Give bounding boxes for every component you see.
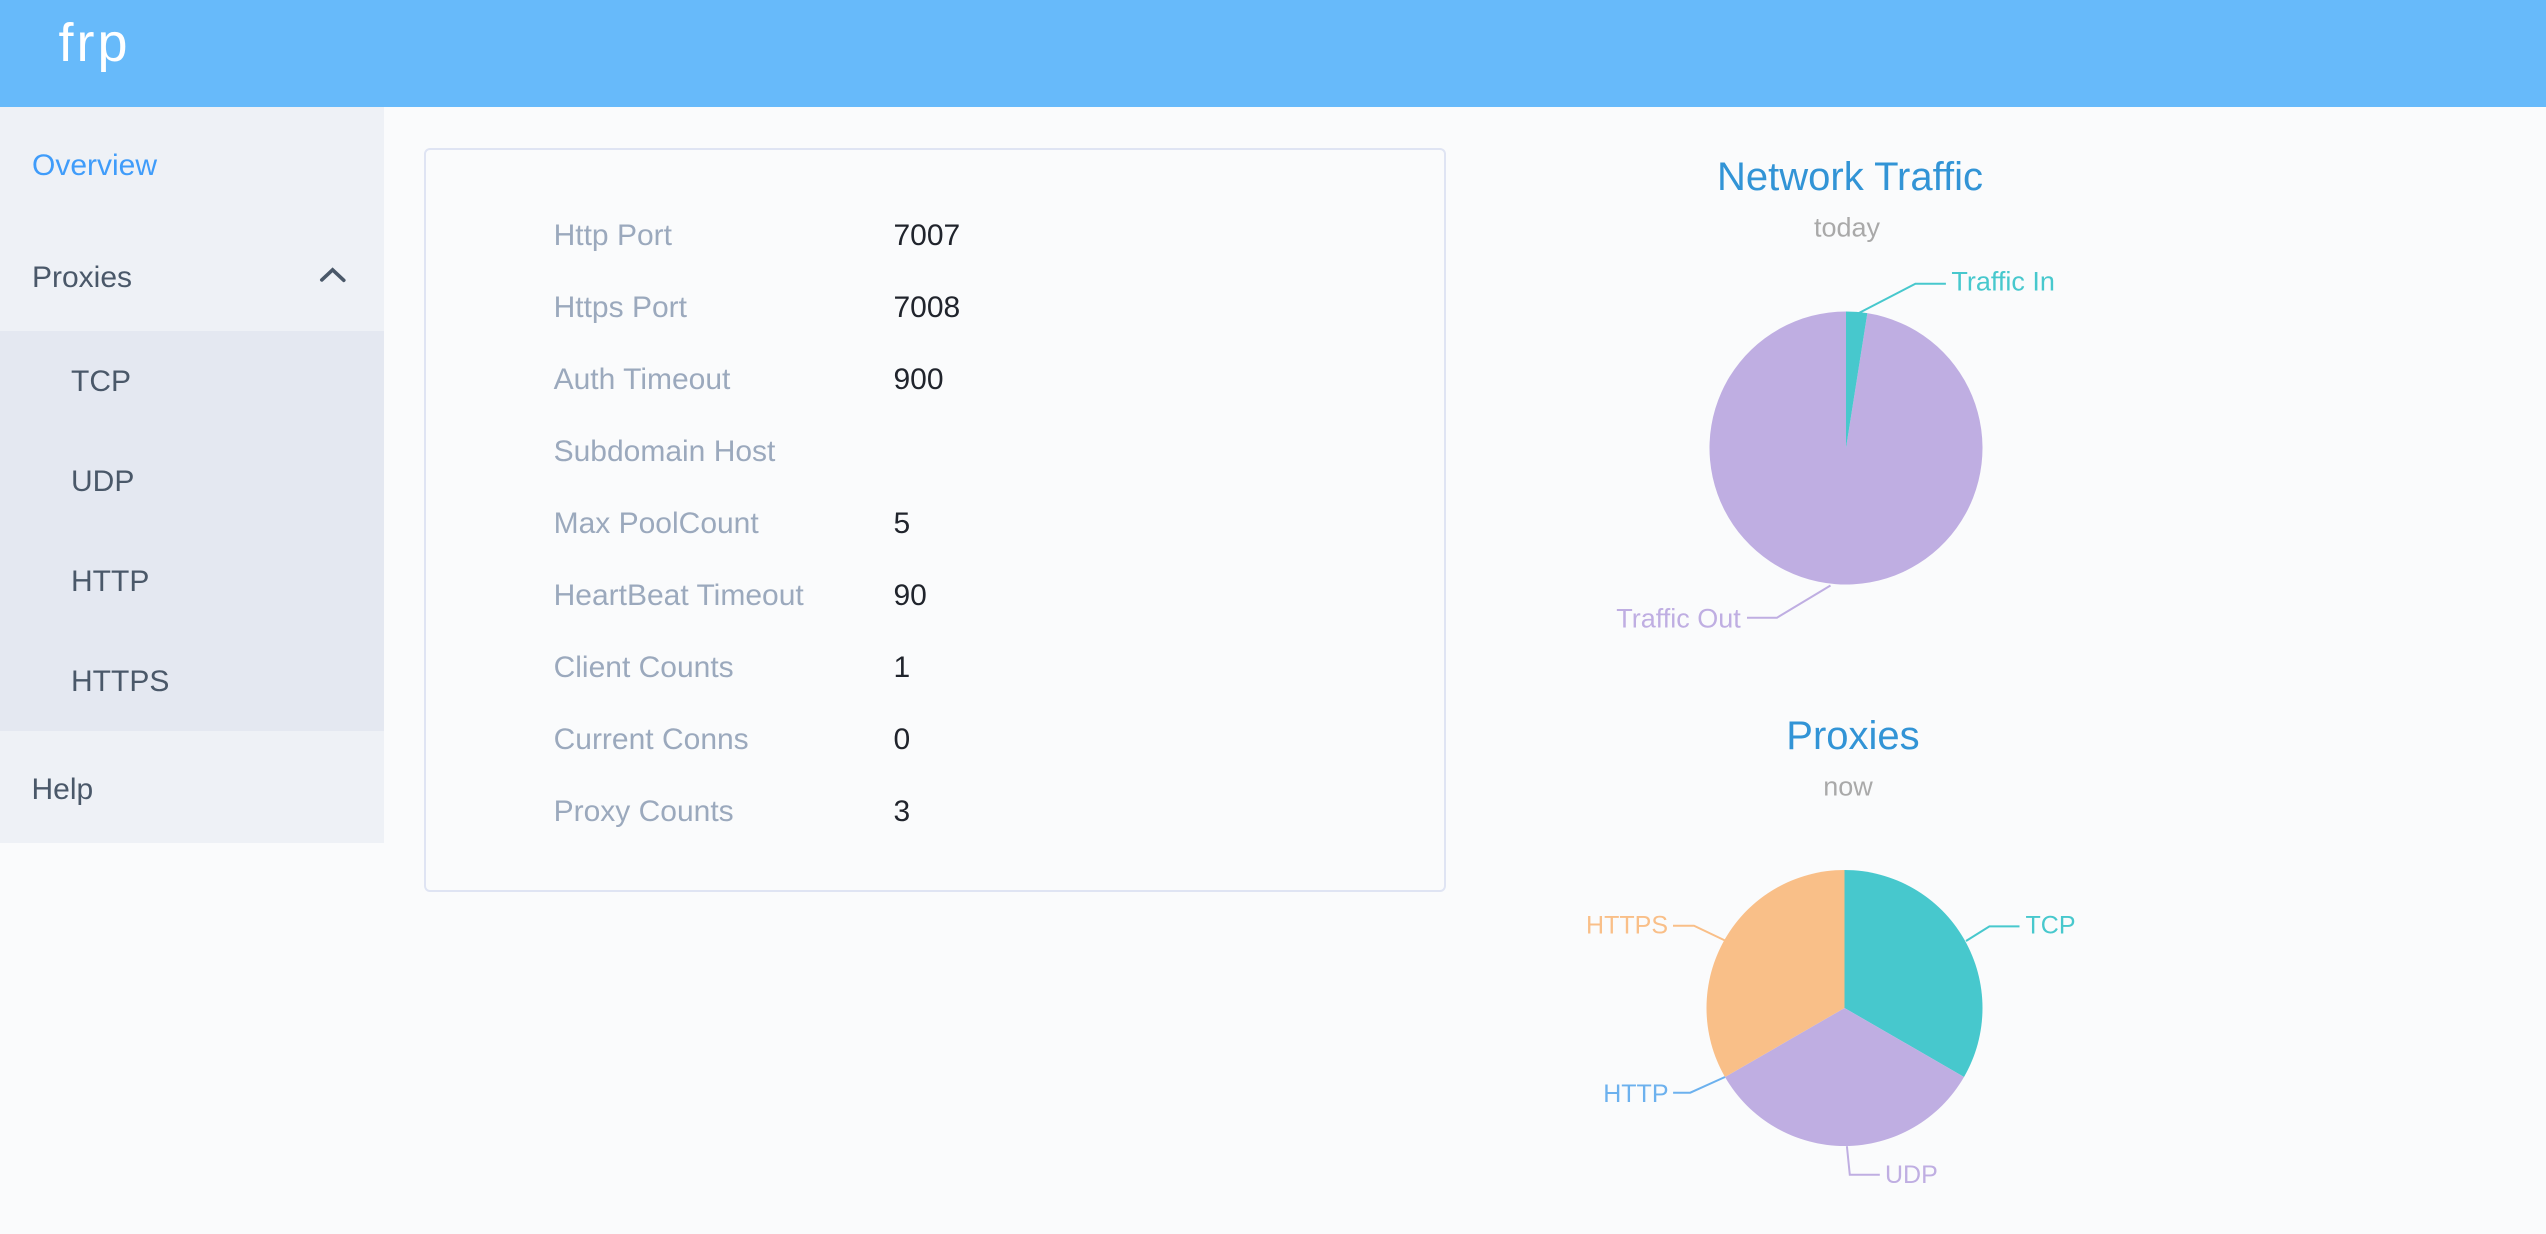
svg-text:Proxies: Proxies [1786,714,1919,758]
svg-text:Https Port: Https Port [554,291,688,324]
svg-text:TCP: TCP [2026,912,2076,940]
svg-text:now: now [1823,772,1873,802]
svg-text:TCP: TCP [71,365,131,398]
svg-text:Proxies: Proxies [32,261,132,294]
svg-text:Current Conns: Current Conns [554,723,749,756]
svg-text:Traffic Out: Traffic Out [1616,603,1741,633]
svg-text:5: 5 [894,507,911,540]
svg-text:90: 90 [894,579,927,612]
svg-text:1: 1 [894,651,911,684]
svg-text:Proxy Counts: Proxy Counts [554,795,734,828]
svg-text:7008: 7008 [894,291,961,324]
svg-text:Auth Timeout: Auth Timeout [554,363,731,396]
svg-text:Subdomain Host: Subdomain Host [554,435,776,468]
svg-text:HTTPS: HTTPS [71,665,169,698]
svg-text:HeartBeat Timeout: HeartBeat Timeout [554,579,805,612]
svg-text:UDP: UDP [71,465,134,498]
svg-text:7007: 7007 [894,219,961,252]
svg-text:3: 3 [894,795,911,828]
svg-text:Overview: Overview [32,149,157,182]
svg-text:Network Traffic: Network Traffic [1717,155,1983,199]
svg-text:Traffic In: Traffic In [1951,266,2055,296]
svg-text:today: today [1814,212,1881,242]
svg-text:900: 900 [894,363,944,396]
svg-text:Max PoolCount: Max PoolCount [554,507,760,540]
svg-text:HTTP: HTTP [71,565,149,598]
svg-text:0: 0 [894,723,911,756]
svg-text:Client Counts: Client Counts [554,651,734,684]
svg-text:UDP: UDP [1885,1161,1938,1189]
svg-text:HTTPS: HTTPS [1586,912,1668,940]
svg-text:Help: Help [32,773,94,806]
svg-text:frp: frp [59,13,131,73]
svg-text:Http Port: Http Port [554,219,673,252]
svg-text:HTTP: HTTP [1603,1080,1668,1108]
